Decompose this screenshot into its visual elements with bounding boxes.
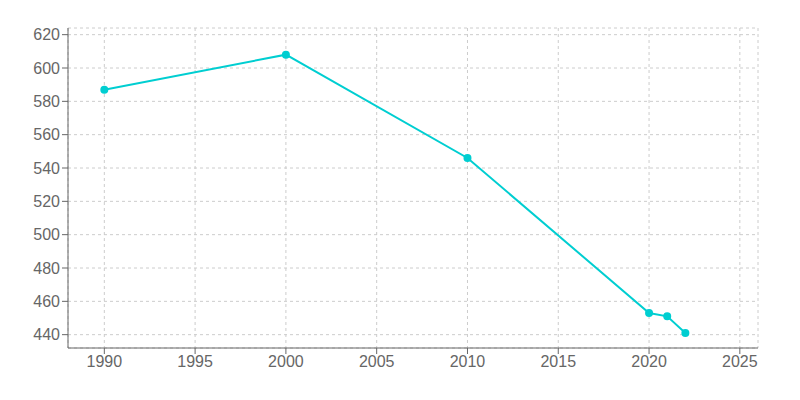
svg-text:600: 600 <box>33 60 60 77</box>
svg-text:440: 440 <box>33 326 60 343</box>
svg-text:1990: 1990 <box>87 353 123 370</box>
svg-text:540: 540 <box>33 160 60 177</box>
svg-text:460: 460 <box>33 293 60 310</box>
svg-text:500: 500 <box>33 226 60 243</box>
svg-text:580: 580 <box>33 93 60 110</box>
svg-text:2025: 2025 <box>722 353 758 370</box>
svg-text:2020: 2020 <box>631 353 667 370</box>
svg-text:2000: 2000 <box>268 353 304 370</box>
svg-text:2015: 2015 <box>540 353 576 370</box>
svg-text:560: 560 <box>33 126 60 143</box>
svg-text:480: 480 <box>33 260 60 277</box>
svg-text:2010: 2010 <box>450 353 486 370</box>
svg-text:520: 520 <box>33 193 60 210</box>
svg-text:1995: 1995 <box>177 353 213 370</box>
svg-text:620: 620 <box>33 26 60 43</box>
svg-text:2005: 2005 <box>359 353 395 370</box>
